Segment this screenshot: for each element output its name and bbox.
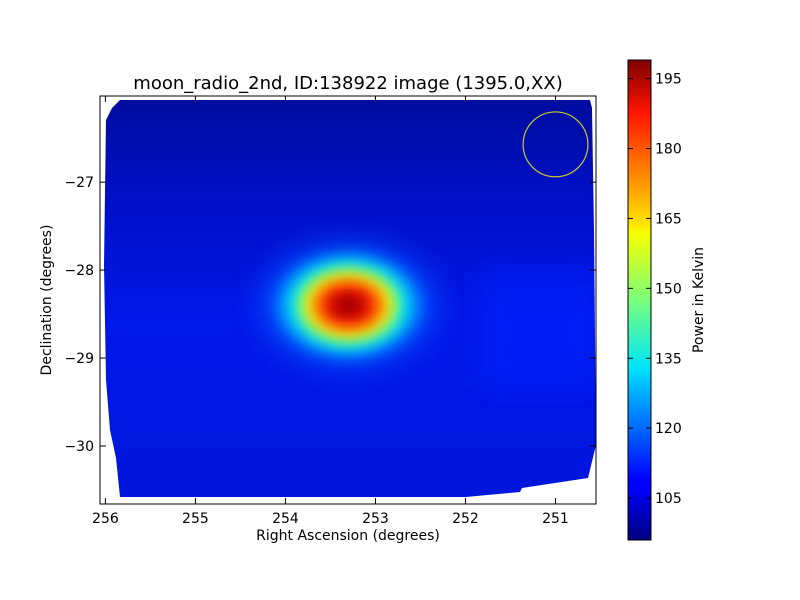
x-tick-label: 252	[452, 511, 479, 527]
colorbar-tick-label: 180	[655, 142, 682, 158]
x-tick-label: 251	[542, 511, 569, 527]
map-faint-band	[480, 270, 596, 390]
x-tick-label: 253	[362, 511, 389, 527]
x-axis: 256 255 254 253 252 251	[92, 96, 569, 527]
colorbar-label: Power in Kelvin	[691, 247, 707, 353]
y-tick-label: −29	[64, 351, 94, 367]
plot-frame	[99, 95, 597, 505]
x-axis-label: Right Ascension (degrees)	[256, 528, 440, 544]
colorbar-tick-label: 120	[655, 421, 682, 437]
colorbar-tick-label: 165	[655, 211, 682, 227]
radio-source	[260, 243, 437, 368]
colorbar-tick-label: 105	[655, 491, 682, 507]
y-tick-label: −30	[64, 439, 94, 455]
colorbar-tick-label: 150	[655, 281, 682, 297]
colorbar	[627, 59, 652, 541]
y-axis-label: Declination (degrees)	[39, 225, 55, 376]
radio-map	[104, 100, 596, 497]
beam-circle	[522, 111, 589, 178]
y-tick-label: −28	[64, 263, 94, 279]
y-tick-label: −27	[64, 175, 94, 191]
x-tick-label: 254	[272, 511, 299, 527]
colorbar-ticks: 105 120 135 150 165 180 195	[628, 72, 682, 507]
colorbar-tick-label: 135	[655, 351, 682, 367]
chart-title: moon_radio_2nd, ID:138922 image (1395.0,…	[133, 73, 562, 94]
x-tick-label: 255	[182, 511, 209, 527]
source-contour	[335, 296, 362, 315]
x-tick-label: 256	[92, 511, 119, 527]
y-axis: −27 −28 −29 −30	[64, 175, 596, 455]
colorbar-tick-label: 195	[655, 72, 682, 88]
